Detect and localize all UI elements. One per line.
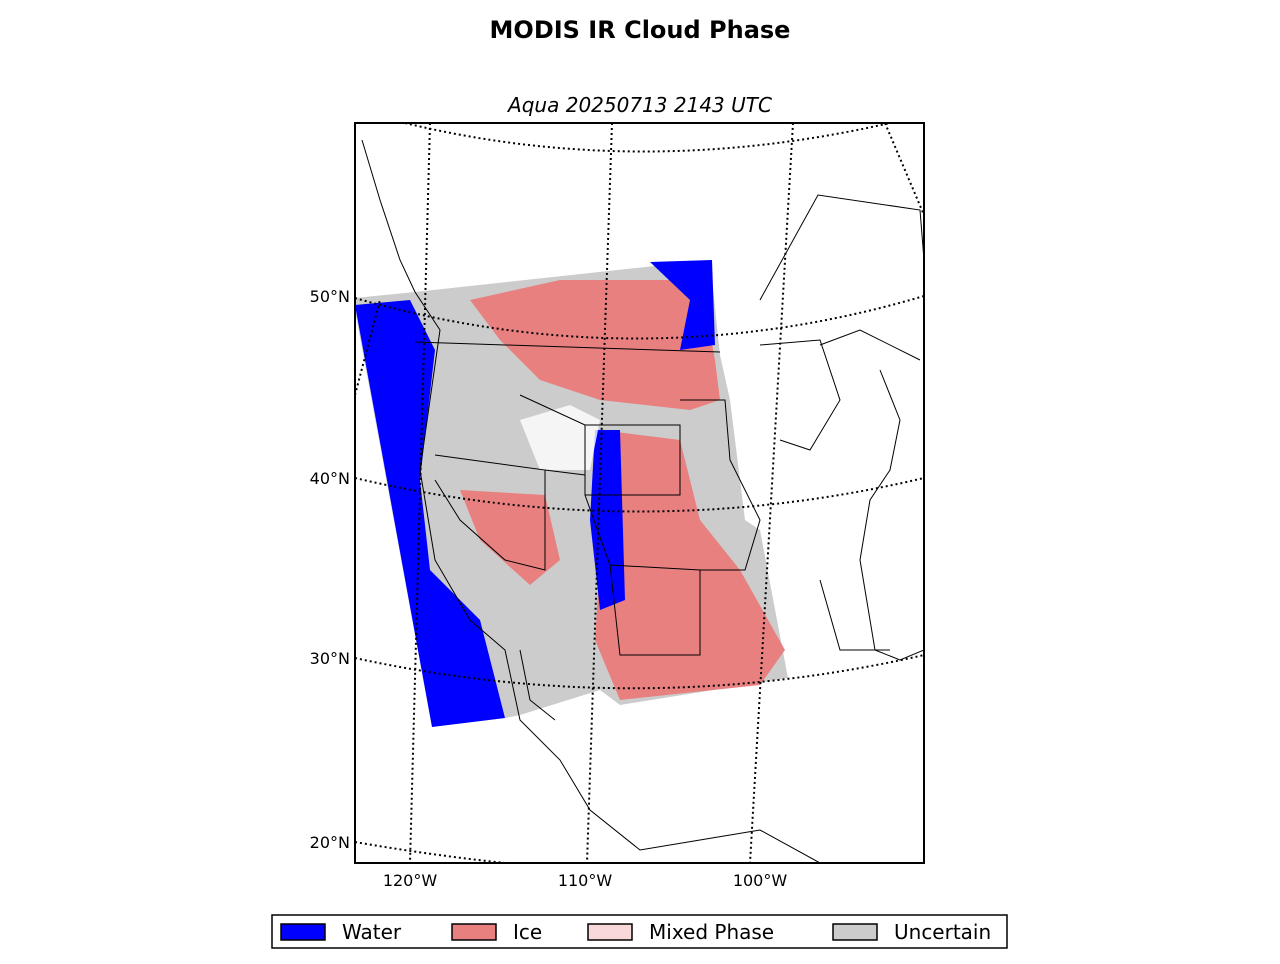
subtitle: Aqua 20250713 2143 UTC bbox=[506, 93, 772, 117]
lat-label: 50°N bbox=[310, 287, 350, 306]
water-region bbox=[355, 300, 505, 727]
graticule bbox=[749, 123, 794, 863]
map-area bbox=[355, 123, 924, 863]
graticule bbox=[355, 654, 924, 690]
legend-label: Mixed Phase bbox=[649, 920, 774, 944]
state-border bbox=[859, 369, 924, 661]
legend-swatch bbox=[280, 923, 326, 941]
lon-label: 100°W bbox=[733, 871, 788, 890]
lake-border bbox=[759, 194, 924, 361]
lat-label: 30°N bbox=[310, 649, 350, 668]
ice-region bbox=[460, 490, 560, 585]
graticule bbox=[355, 299, 381, 396]
legend: Water Ice Mixed Phase Uncertain bbox=[280, 920, 991, 944]
title: MODIS IR Cloud Phase bbox=[490, 16, 791, 44]
graticule bbox=[404, 123, 891, 153]
legend-label: Water bbox=[342, 920, 402, 944]
ice-region bbox=[595, 430, 785, 700]
graticule bbox=[355, 477, 924, 513]
coastline bbox=[361, 139, 821, 863]
graticule bbox=[884, 123, 924, 216]
lon-labels: 120°W 110°W 100°W bbox=[383, 871, 788, 890]
lon-label: 120°W bbox=[383, 871, 438, 890]
lat-labels: 50°N 40°N 30°N 20°N bbox=[310, 287, 350, 852]
legend-box bbox=[271, 914, 1008, 949]
graticule bbox=[409, 123, 431, 863]
map-frame bbox=[354, 122, 925, 864]
graticule bbox=[355, 841, 506, 863]
state-border bbox=[414, 339, 890, 656]
lat-label: 40°N bbox=[310, 469, 350, 488]
water-region bbox=[650, 260, 715, 350]
coastline bbox=[519, 649, 556, 721]
legend-swatch bbox=[587, 923, 633, 941]
lat-label: 20°N bbox=[310, 833, 350, 852]
legend-swatch bbox=[451, 923, 497, 941]
legend-swatch bbox=[832, 923, 878, 941]
lon-label: 110°W bbox=[558, 871, 613, 890]
clear-region bbox=[520, 405, 600, 470]
legend-label: Ice bbox=[513, 920, 542, 944]
ice-region bbox=[470, 280, 720, 410]
graticule bbox=[586, 123, 613, 863]
legend-label: Uncertain bbox=[894, 920, 991, 944]
